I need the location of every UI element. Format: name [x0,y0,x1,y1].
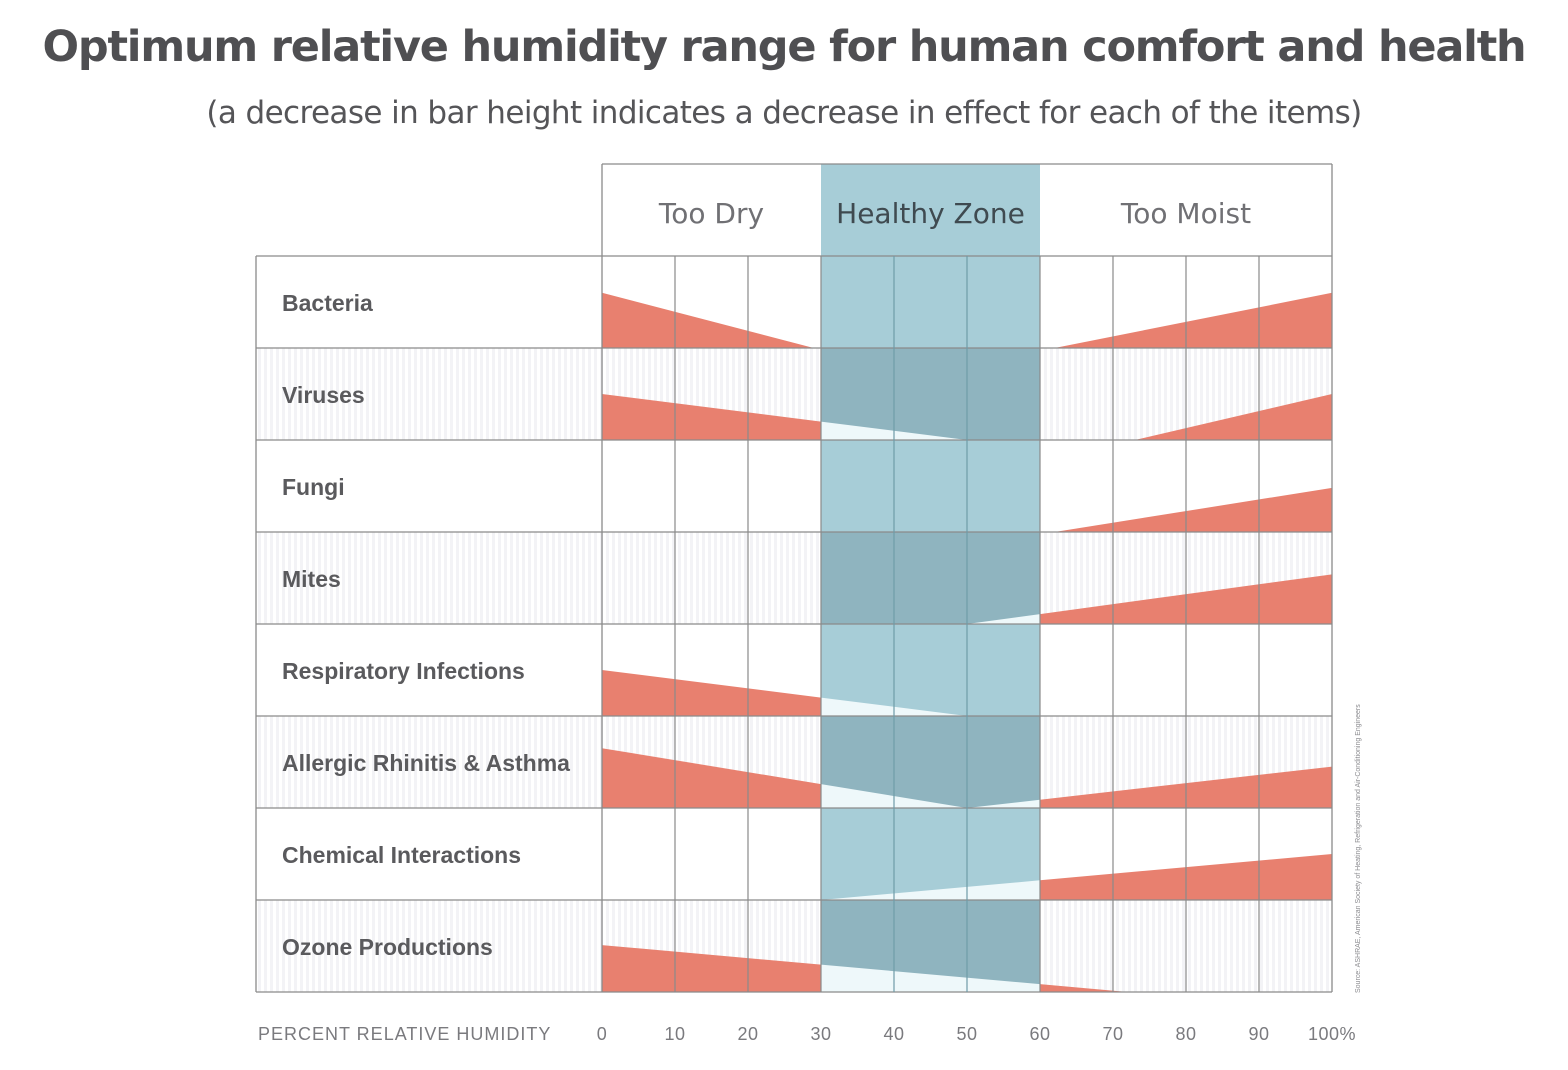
zone-label-too-dry: Too Dry [658,197,764,230]
effect-wedge-viruses [602,394,821,440]
x-tick-label: 0 [597,1024,608,1044]
effect-wedge-ozone-productions [602,945,821,992]
row-label: Mites [282,566,341,592]
zone-label-healthy-zone: Healthy Zone [836,197,1025,230]
row-label: Allergic Rhinitis & Asthma [282,750,570,776]
x-tick-label: 20 [737,1024,758,1044]
x-axis-label: PERCENT RELATIVE HUMIDITY [258,1024,551,1044]
effect-wedge-ozone-productions [1040,984,1128,992]
effect-wedge-bacteria [1054,292,1332,348]
chart-subtitle: (a decrease in bar height indicates a de… [206,95,1362,131]
zone-label-too-moist: Too Moist [1120,197,1251,230]
effect-wedge-bacteria [602,292,814,348]
x-tick-label: 70 [1102,1024,1123,1044]
effect-wedge-allergic-rhinitis-asthma [602,748,821,808]
effect-wedge-viruses [821,421,967,440]
effect-wedge-allergic-rhinitis-asthma [967,799,1040,808]
row-label: Bacteria [282,290,373,316]
x-tick-label: 10 [664,1024,685,1044]
healthy-zone-row-shade [821,532,1040,624]
effect-wedge-respiratory-infections [602,670,821,716]
source-note: Source: ASHRAE, American Society of Heat… [1355,704,1362,993]
effect-wedge-ozone-productions [821,964,1040,992]
effect-wedge-viruses [1134,394,1332,440]
x-tick-label: 100% [1308,1024,1356,1044]
row-label: Respiratory Infections [282,658,525,684]
effect-wedge-chemical-interactions [821,880,1040,900]
chart-title: Optimum relative humidity range for huma… [42,22,1527,72]
x-tick-label: 40 [883,1024,904,1044]
x-tick-label: 80 [1175,1024,1196,1044]
row-label: Chemical Interactions [282,842,521,868]
effect-wedge-fungi [1054,487,1332,532]
x-tick-label: 30 [810,1024,831,1044]
x-tick-label: 50 [956,1024,977,1044]
healthy-zone-row-shade [821,348,1040,440]
x-tick-label: 60 [1029,1024,1050,1044]
x-tick-label: 90 [1248,1024,1269,1044]
row-label: Ozone Productions [282,934,493,960]
effect-wedge-mites [967,614,1040,624]
row-label: Fungi [282,474,345,500]
row-label: Viruses [282,382,365,408]
